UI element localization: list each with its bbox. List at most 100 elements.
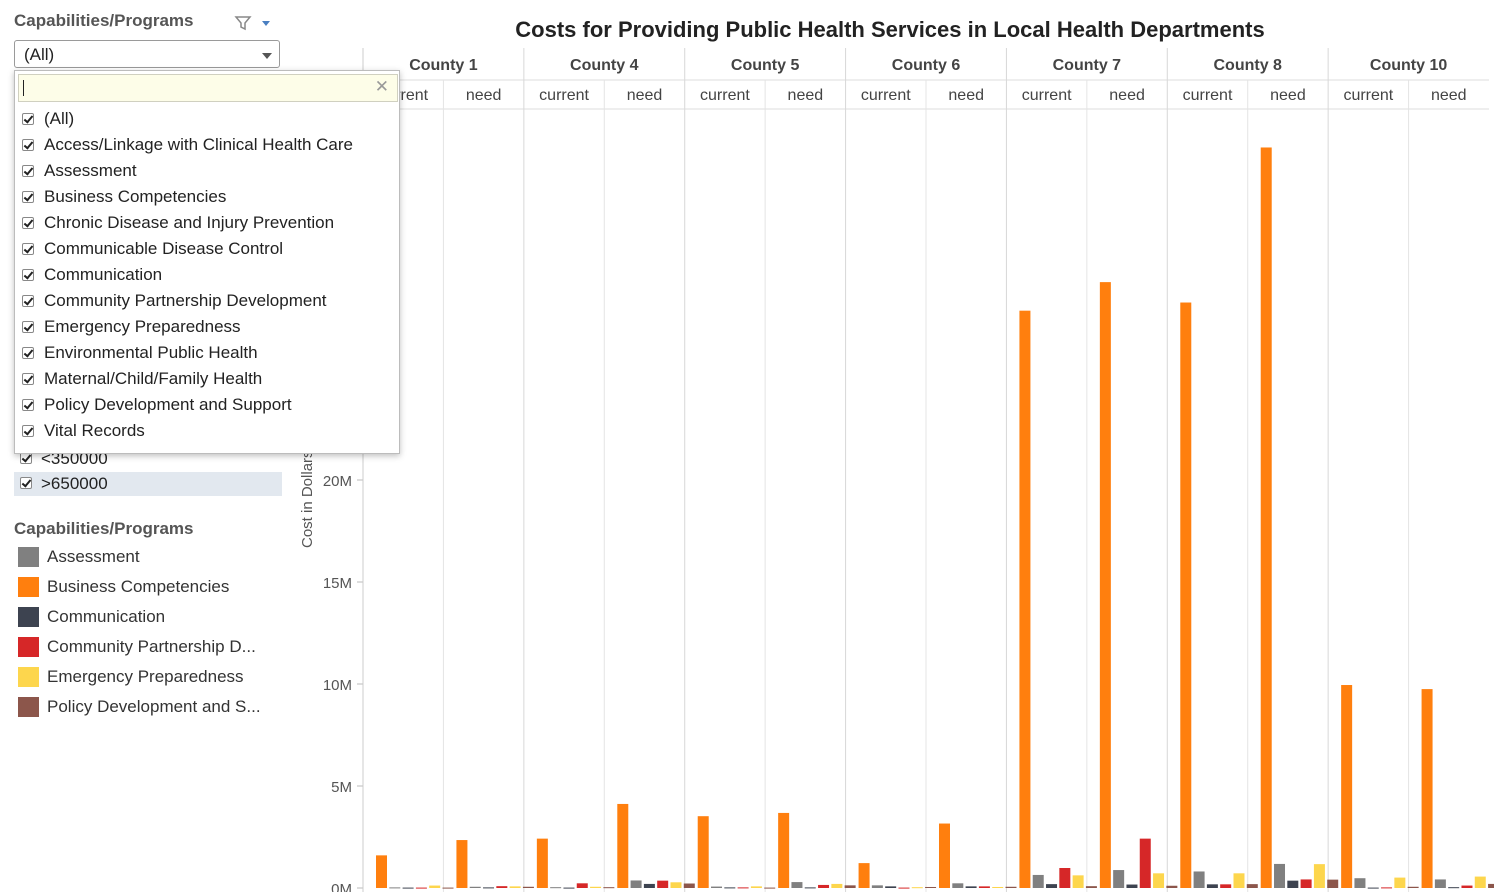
y-tick-label: 20M — [323, 473, 352, 490]
bar — [1113, 870, 1125, 888]
legend-item[interactable]: Communication — [18, 605, 288, 629]
bar — [1274, 863, 1286, 888]
county-header: County 1 — [409, 57, 478, 74]
bar — [483, 887, 495, 889]
bar — [939, 823, 950, 888]
legend-swatch — [18, 637, 39, 657]
chart-title: Costs for Providing Public Health Servic… — [515, 17, 1265, 42]
bar — [1072, 875, 1084, 888]
legend-item[interactable]: Business Competencies — [18, 575, 288, 599]
filter-option[interactable]: (All) — [15, 106, 395, 132]
column-header: need — [466, 87, 502, 104]
bar — [1448, 887, 1460, 889]
checkbox[interactable] — [22, 295, 34, 307]
y-axis-label: Cost in Dollars — [299, 450, 316, 548]
bar — [576, 883, 588, 888]
bar — [1166, 885, 1178, 888]
close-icon[interactable]: ✕ — [374, 77, 389, 96]
bar — [1246, 884, 1258, 888]
filter-option[interactable]: Assessment — [15, 158, 395, 184]
bar — [469, 886, 481, 888]
legend-item[interactable]: Community Partnership D... — [18, 635, 288, 659]
bar — [1313, 864, 1325, 888]
legend-label: Communication — [47, 607, 166, 626]
filter-option[interactable]: Business Competencies — [15, 184, 395, 210]
bar — [1153, 873, 1165, 888]
filter-option[interactable]: Communication — [15, 262, 395, 288]
y-tick-label: 5M — [331, 779, 352, 796]
bar — [885, 886, 897, 888]
filter-option[interactable]: Environmental Public Health — [15, 340, 395, 366]
chevron-down-icon — [262, 53, 272, 59]
checkbox[interactable] — [22, 321, 34, 333]
bar — [563, 887, 575, 889]
county-header: County 4 — [570, 57, 639, 74]
search-input[interactable]: ✕ — [18, 74, 398, 102]
bar — [831, 883, 843, 888]
filter-option[interactable]: Maternal/Child/Family Health — [15, 366, 395, 392]
bar — [617, 803, 629, 888]
checkbox[interactable] — [22, 347, 34, 359]
legend-label: Emergency Preparedness — [47, 667, 244, 686]
bar — [818, 884, 830, 888]
filter-option[interactable]: Emergency Preparedness — [15, 314, 395, 340]
checkbox[interactable] — [22, 113, 34, 125]
legend-label: Business Competencies — [47, 577, 230, 596]
filter-option-label: Business Competencies — [44, 187, 227, 206]
checkbox[interactable] — [22, 399, 34, 411]
text-cursor — [23, 80, 24, 96]
bar — [1474, 876, 1486, 888]
bar — [1193, 871, 1205, 888]
legend-title: Capabilities/Programs — [14, 519, 194, 538]
checkbox[interactable] — [22, 191, 34, 203]
bar — [965, 886, 977, 888]
bar — [898, 887, 910, 889]
filter-option[interactable]: Vital Records — [15, 418, 395, 444]
filter-funnel-icon[interactable] — [234, 14, 272, 37]
filter-option-label: (All) — [44, 109, 75, 128]
legend-label: Policy Development and S... — [47, 697, 261, 716]
capabilities-dropdown[interactable]: (All) — [14, 40, 280, 68]
checkbox[interactable] — [22, 243, 34, 255]
legend-item[interactable]: Emergency Preparedness — [18, 665, 288, 689]
bar — [1032, 874, 1044, 888]
filter-option[interactable]: Community Partnership Development — [15, 288, 395, 314]
filter-option-label: Community Partnership Development — [44, 291, 327, 310]
column-header: need — [1270, 87, 1306, 104]
y-tick-label: 0M — [331, 881, 352, 892]
legend-item[interactable]: Policy Development and S... — [18, 695, 288, 719]
bar — [778, 812, 790, 888]
checkbox[interactable] — [22, 269, 34, 281]
checkbox[interactable] — [22, 165, 34, 177]
column-header: current — [861, 87, 911, 104]
bar — [978, 886, 990, 888]
bar — [1354, 878, 1366, 888]
bar — [590, 886, 602, 888]
filter-option[interactable]: Communicable Disease Control — [15, 236, 395, 262]
county-header: County 5 — [731, 57, 800, 74]
bar — [683, 883, 695, 888]
checkbox[interactable] — [22, 139, 34, 151]
filter-option[interactable]: Access/Linkage with Clinical Health Care — [15, 132, 395, 158]
checkbox[interactable] — [22, 217, 34, 229]
legend-swatch — [18, 547, 39, 567]
checkbox[interactable] — [22, 425, 34, 437]
bar — [415, 887, 427, 889]
bar — [911, 887, 923, 889]
bar — [1327, 879, 1339, 888]
legend-item[interactable]: Assessment — [18, 545, 288, 569]
bar — [858, 863, 870, 888]
filter-option[interactable]: Policy Development and Support — [15, 392, 395, 418]
bar — [1488, 883, 1494, 888]
bar — [1005, 886, 1017, 888]
bar — [1085, 886, 1097, 888]
bar — [522, 886, 534, 888]
column-header: current — [539, 87, 589, 104]
size-filter-row[interactable]: >650000 — [14, 472, 282, 496]
checkbox[interactable] — [22, 373, 34, 385]
column-header: current — [1343, 87, 1393, 104]
checkbox[interactable] — [20, 477, 32, 489]
filter-option[interactable]: Chronic Disease and Injury Prevention — [15, 210, 395, 236]
bar — [1126, 884, 1138, 888]
column-header: need — [1109, 87, 1145, 104]
